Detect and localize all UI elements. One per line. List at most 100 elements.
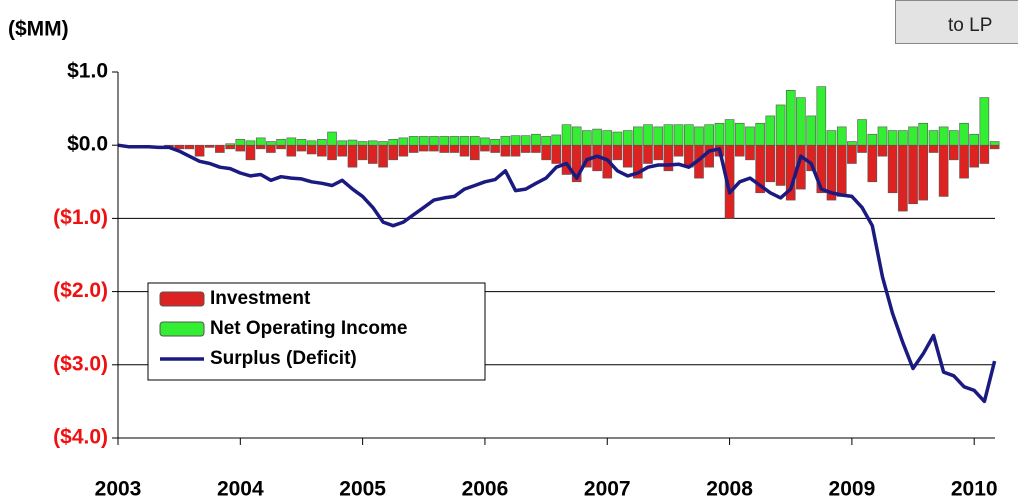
bar	[867, 144, 878, 183]
bar	[908, 144, 918, 205]
bar	[796, 97, 806, 146]
bar	[714, 122, 725, 146]
bar	[816, 86, 827, 146]
bar	[734, 144, 745, 157]
bar	[704, 144, 714, 168]
bar	[327, 144, 337, 161]
bar	[520, 135, 531, 146]
bar	[847, 141, 857, 146]
bar	[633, 126, 643, 146]
bar	[724, 119, 735, 146]
bar	[918, 122, 929, 146]
bar	[582, 130, 592, 146]
bar	[643, 144, 653, 164]
bar	[174, 144, 184, 150]
bar	[367, 140, 378, 146]
bar	[490, 139, 500, 146]
bar	[408, 136, 419, 146]
x-tick-label: 2010	[951, 478, 998, 500]
bar	[663, 124, 674, 146]
bar	[439, 144, 450, 153]
bar	[255, 137, 266, 146]
bar	[561, 124, 572, 146]
bar	[398, 144, 409, 157]
bar	[836, 144, 847, 197]
bar	[439, 136, 450, 146]
bar	[469, 136, 480, 146]
bar	[806, 115, 816, 146]
bar	[673, 124, 684, 146]
bar	[378, 141, 388, 146]
bar	[867, 133, 878, 146]
bar	[653, 126, 664, 146]
bar	[653, 144, 664, 161]
legend-label: Net Operating Income	[210, 318, 407, 339]
bar	[418, 136, 429, 146]
y-tick-label: ($4.0)	[53, 426, 108, 449]
bar	[235, 144, 246, 152]
bar	[979, 144, 990, 164]
bar	[367, 144, 378, 164]
bar	[898, 144, 908, 212]
bar	[836, 126, 847, 146]
bar	[877, 126, 888, 146]
bar	[541, 144, 551, 161]
bar	[378, 144, 388, 168]
bar	[194, 144, 205, 157]
bar	[347, 139, 358, 146]
bar	[704, 124, 714, 146]
bar	[337, 144, 348, 157]
y-tick-label: $1.0	[67, 60, 108, 83]
bar	[551, 134, 562, 146]
bar	[449, 144, 460, 153]
bar	[337, 140, 348, 146]
link-button[interactable]: to LP	[895, 0, 1018, 44]
bar	[969, 144, 980, 168]
bar	[225, 144, 235, 150]
bar	[765, 115, 776, 146]
bar	[286, 144, 297, 157]
bar	[500, 136, 511, 146]
bar	[245, 144, 256, 161]
bar	[204, 144, 215, 148]
bar	[612, 131, 623, 146]
bar	[857, 119, 867, 146]
bar	[989, 144, 1000, 150]
legend-swatch	[159, 291, 205, 307]
y-tick-label: ($3.0)	[53, 352, 108, 375]
bar	[745, 144, 755, 161]
bar	[571, 126, 582, 146]
bar	[255, 144, 266, 150]
bar	[520, 144, 531, 153]
bar	[826, 130, 837, 146]
x-tick-label: 2006	[462, 478, 509, 500]
bar	[388, 144, 399, 161]
bar	[357, 141, 368, 146]
bar	[388, 139, 399, 146]
bar	[296, 139, 307, 146]
bar	[429, 144, 439, 152]
legend-label: Surplus (Deficit)	[210, 348, 357, 369]
bar	[622, 144, 633, 168]
y-tick-label: ($1.0)	[53, 206, 108, 229]
bar	[276, 139, 286, 146]
bar	[938, 144, 949, 197]
y-tick-label: ($2.0)	[53, 279, 108, 302]
bar	[734, 122, 745, 146]
bar	[357, 144, 368, 161]
bar	[908, 126, 918, 146]
bar	[979, 97, 990, 146]
bar	[785, 90, 796, 146]
bar	[775, 104, 786, 146]
bar	[449, 136, 460, 146]
bar	[490, 144, 500, 153]
bar	[847, 144, 857, 164]
bar	[887, 144, 898, 194]
bar	[296, 144, 307, 152]
bar	[928, 130, 939, 146]
bar	[938, 126, 949, 146]
x-tick-label: 2004	[217, 478, 264, 500]
legend-label: Investment	[210, 288, 311, 309]
bar	[459, 144, 470, 157]
